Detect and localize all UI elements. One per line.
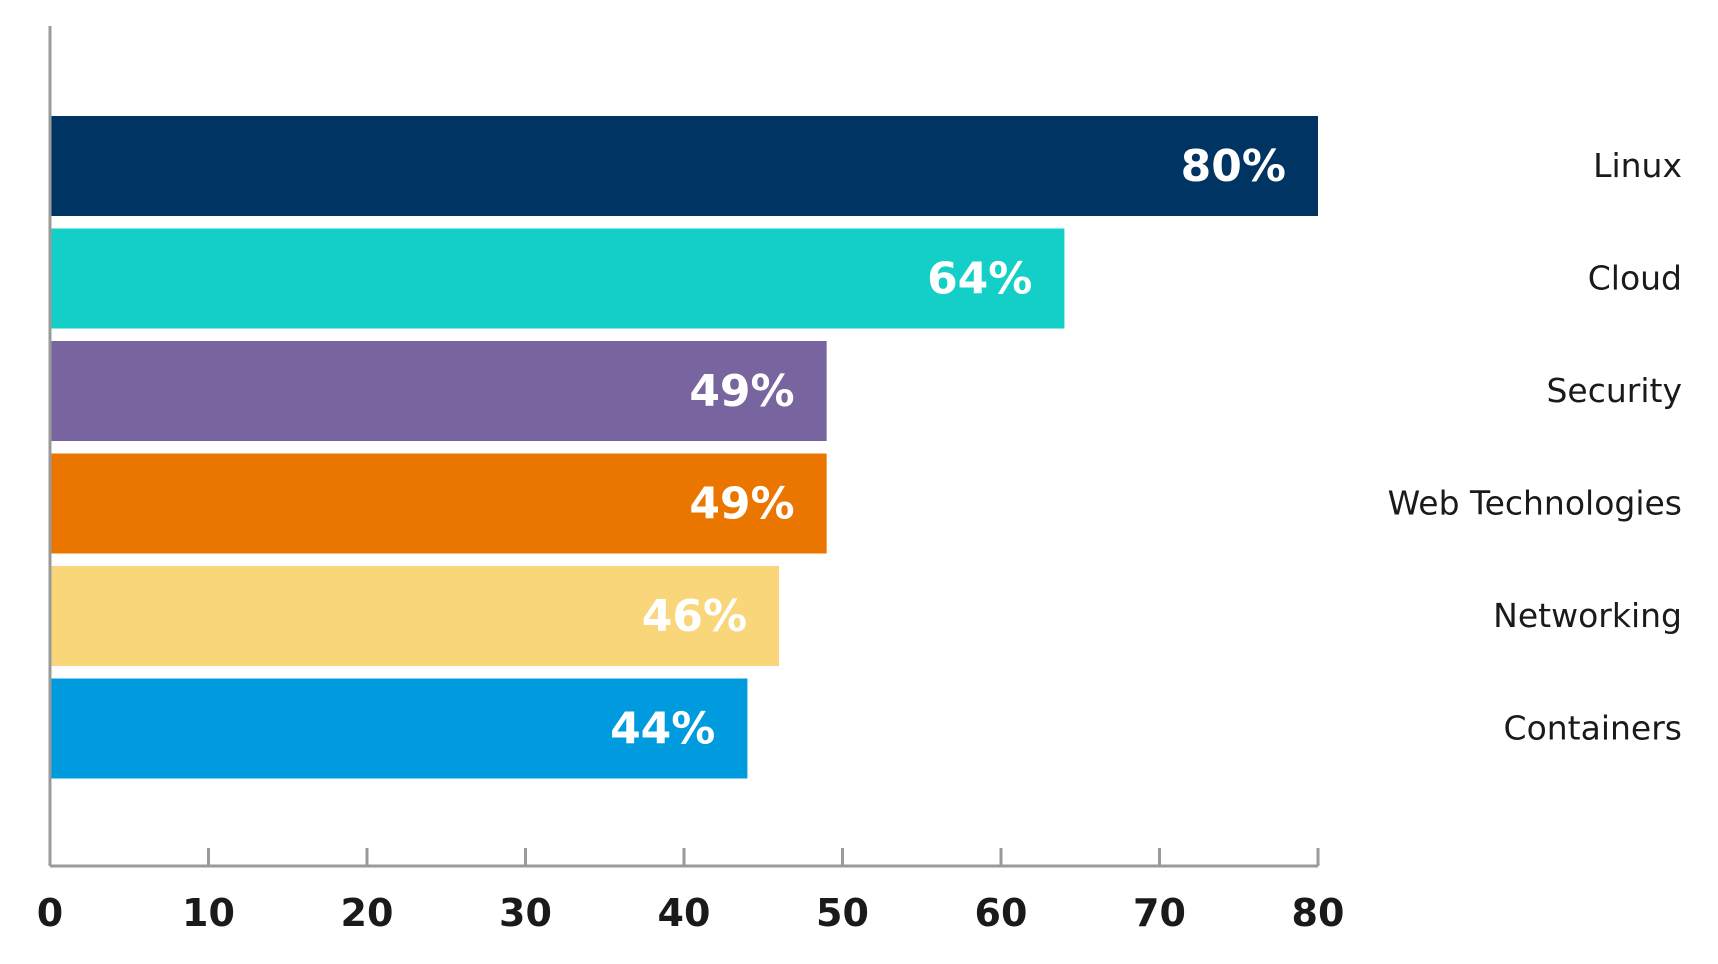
- bar-cloud: [50, 228, 1065, 329]
- x-tick-label: 20: [341, 891, 394, 935]
- x-tick-label: 0: [37, 891, 63, 935]
- bar-security: [50, 341, 827, 441]
- bar-containers: [50, 678, 748, 779]
- axis-layer: [48, 26, 1320, 868]
- category-label: Containers: [1504, 709, 1682, 748]
- bar-value-label: 80%: [1181, 141, 1286, 192]
- x-tick-label: 10: [182, 891, 235, 935]
- x-tick-label: 50: [816, 891, 869, 935]
- labels-layer: 80% Linux 64% Cloud 49% Security 49% Web Techno…: [37, 141, 1682, 935]
- bar-value-label: 49%: [689, 479, 794, 530]
- bar-value-label: 49%: [689, 366, 794, 417]
- bar-web-technologies: [50, 453, 827, 554]
- x-tick-label: 30: [499, 891, 552, 935]
- bar-value-label: 46%: [642, 591, 747, 642]
- category-label: Security: [1546, 371, 1682, 410]
- bar-linux: [50, 116, 1318, 216]
- category-label: Linux: [1593, 146, 1682, 185]
- category-label: Cloud: [1588, 259, 1682, 298]
- bars-layer: [50, 116, 1318, 779]
- bar-value-label: 64%: [927, 254, 1032, 305]
- x-tick-label: 80: [1292, 891, 1345, 935]
- x-tick-label: 70: [1133, 891, 1186, 935]
- category-label: Web Technologies: [1388, 484, 1682, 523]
- bar-value-label: 44%: [610, 704, 715, 755]
- category-label: Networking: [1493, 596, 1682, 635]
- x-tick-label: 40: [658, 891, 711, 935]
- x-tick-label: 60: [975, 891, 1028, 935]
- bar-networking: [50, 566, 780, 666]
